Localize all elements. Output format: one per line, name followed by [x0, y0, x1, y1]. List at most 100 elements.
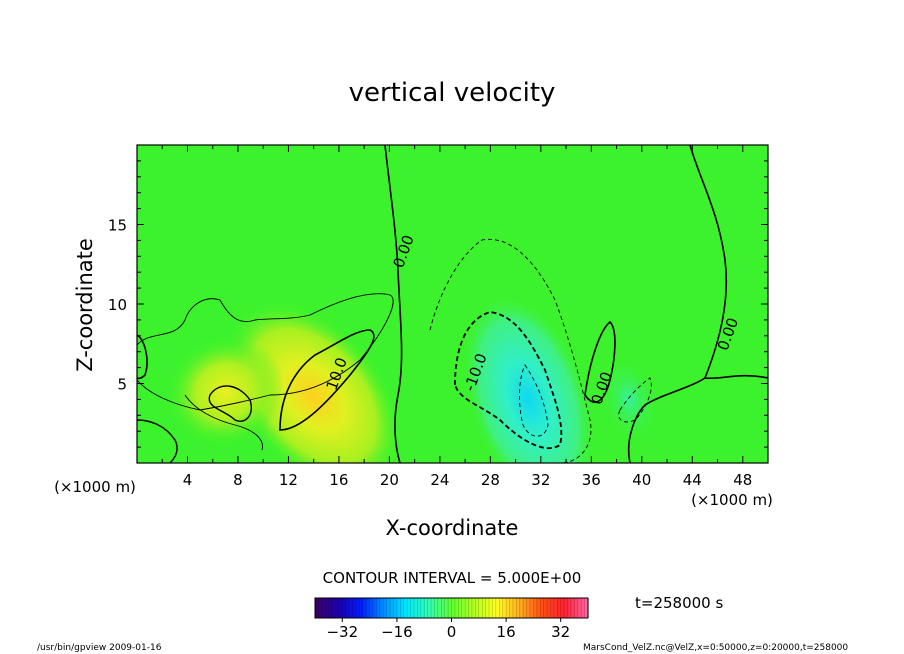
- colorbar-cell: [557, 598, 562, 618]
- colorbar-cell: [577, 598, 582, 618]
- colorbar-cell: [540, 598, 545, 618]
- x-unit-left: (×1000 m): [54, 478, 136, 496]
- colorbar-cell: [475, 598, 480, 618]
- colorbar-cell: [407, 598, 412, 618]
- colorbar-cell: [369, 598, 374, 618]
- colorbar-cell: [413, 598, 418, 618]
- colorbar-cell: [315, 598, 320, 618]
- colorbar-cell: [417, 598, 422, 618]
- downdraft-shading: [461, 293, 595, 463]
- contour-line-10: [208, 385, 252, 422]
- colorbar-cell: [328, 598, 333, 618]
- colorbar-cell: [379, 598, 384, 618]
- colorbar-cell: [458, 598, 463, 618]
- colorbar-cell: [342, 598, 347, 618]
- colorbar-cell: [547, 598, 552, 618]
- contour-line-5: [184, 394, 263, 451]
- colorbar-cell: [512, 598, 517, 618]
- colorbar-cell: [352, 598, 357, 618]
- contour-line-neg10: [454, 311, 563, 450]
- zero-contour-line: [137, 419, 178, 463]
- colorbar-cell: [574, 598, 579, 618]
- colorbar-cell: [362, 598, 367, 618]
- zero-contour-line: [627, 145, 728, 463]
- y-tick-label: 5: [117, 376, 127, 394]
- colorbar-ticks: −32 −16 0 16 32: [326, 618, 570, 641]
- x-axis-label: X-coordinate: [386, 516, 519, 540]
- colorbar-cell: [448, 598, 453, 618]
- colorbar-cell: [584, 598, 589, 618]
- contour-line-10: [279, 329, 375, 431]
- colorbar-cell: [359, 598, 364, 618]
- colorbar-cell: [560, 598, 565, 618]
- colorbar-cell: [461, 598, 466, 618]
- colorbar-cell: [502, 598, 507, 618]
- y-tick-label: 15: [108, 217, 127, 235]
- colorbar-tick-label: −16: [381, 623, 413, 641]
- colorbar-cell: [550, 598, 555, 618]
- colorbar-cell: [373, 598, 378, 618]
- colorbar-cell: [403, 598, 408, 618]
- colorbar-cell: [523, 598, 528, 618]
- colorbar-cell: [318, 598, 323, 618]
- x-tick-label: 24: [430, 471, 449, 489]
- colorbar-cell: [485, 598, 490, 618]
- colorbar-cell: [564, 598, 569, 618]
- time-label: t=258000 s: [635, 594, 723, 612]
- x-unit-right: (×1000 m): [691, 491, 773, 509]
- colorbar-cell: [335, 598, 340, 618]
- colorbar-cell: [543, 598, 548, 618]
- colorbar-cell: [427, 598, 432, 618]
- colorbar-cell: [529, 598, 534, 618]
- colorbar-cell: [376, 598, 381, 618]
- x-tick-label: 4: [183, 471, 193, 489]
- colorbar-cell: [437, 598, 442, 618]
- colorbar-cell: [471, 598, 476, 618]
- colorbar-cell: [349, 598, 354, 618]
- updraft-shading: [224, 300, 403, 463]
- colorbar-cell: [366, 598, 371, 618]
- downdraft-shading: [597, 355, 661, 444]
- footer-program: /usr/bin/gpview 2009-01-16: [37, 643, 162, 653]
- colorbar-cell: [355, 598, 360, 618]
- colorbar-tick-label: −32: [326, 623, 358, 641]
- colorbar-cell: [519, 598, 524, 618]
- contour-line-neg5: [618, 377, 652, 423]
- contour-line-neg15: [519, 364, 549, 437]
- colorbar-cell: [506, 598, 511, 618]
- x-tick-label: 20: [380, 471, 399, 489]
- colorbar-cell: [441, 598, 446, 618]
- x-tick-label: 16: [329, 471, 348, 489]
- x-tick-label: 28: [481, 471, 500, 489]
- colorbar-tick-label: 0: [447, 623, 457, 641]
- x-tick-label: 12: [279, 471, 298, 489]
- colorbar-cell: [410, 598, 415, 618]
- colorbar-cell: [526, 598, 531, 618]
- colorbar-tick-label: 32: [551, 623, 570, 641]
- colorbar-cell: [400, 598, 405, 618]
- colorbar: −32 −16 0 16 32: [314, 597, 589, 641]
- x-tick-label: 48: [733, 471, 752, 489]
- colorbar-cell: [567, 598, 572, 618]
- colorbar-cell: [553, 598, 558, 618]
- y-tick-label: 10: [108, 296, 127, 314]
- colorbar-cell: [321, 598, 326, 618]
- colorbar-cell: [420, 598, 425, 618]
- colorbar-cell: [424, 598, 429, 618]
- x-tick-label: 32: [531, 471, 550, 489]
- x-tick-label: 8: [233, 471, 243, 489]
- contour-line-neg5: [429, 238, 592, 463]
- updraft-shading: [165, 335, 285, 448]
- x-tick-label: 40: [632, 471, 651, 489]
- colorbar-cell: [482, 598, 487, 618]
- colorbar-cell: [393, 598, 398, 618]
- colorbar-cell: [570, 598, 575, 618]
- colorbar-cell: [468, 598, 473, 618]
- zero-contour-line: [704, 374, 768, 380]
- colorbar-cell: [431, 598, 436, 618]
- colorbar-cell: [396, 598, 401, 618]
